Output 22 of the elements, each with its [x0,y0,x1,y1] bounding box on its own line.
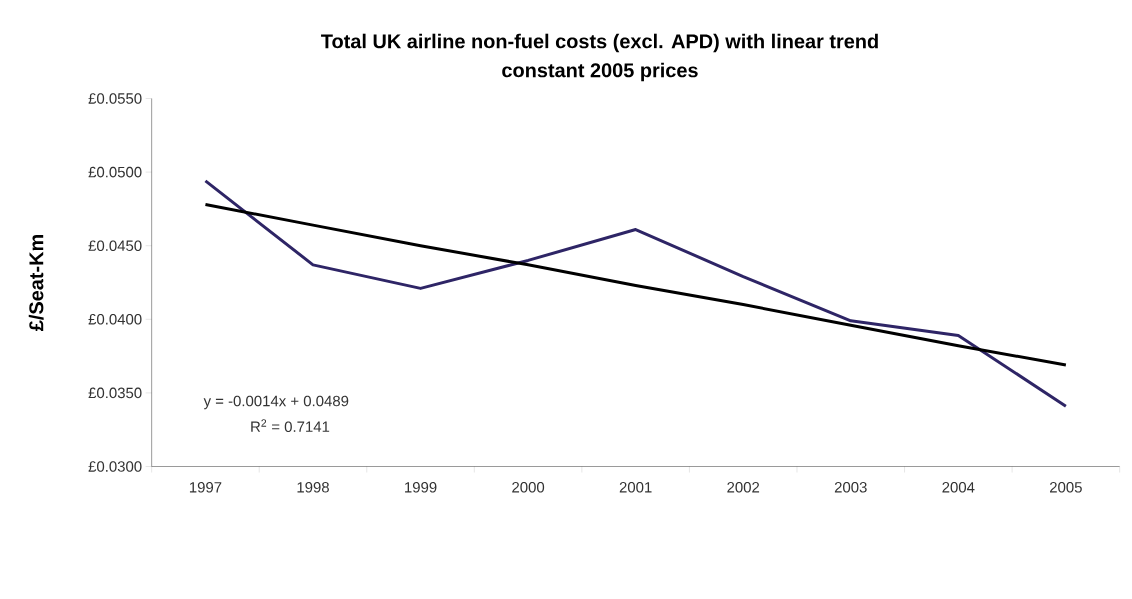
chart-title: Total UK airline non-fuel costs (excl. APD) with linear trend [321,33,878,53]
x-tick-label: 2004 [942,482,975,493]
y-tick-label: £0.0300 [88,461,142,472]
annotation: y = -0.0014x + 0.0489 [203,395,349,410]
x-tick-label: 2002 [727,482,760,493]
x-tick-label: 2000 [512,482,545,493]
y-tick-label: £0.0550 [88,93,142,104]
y-tick-label: £0.0500 [88,166,142,178]
line-series [203,179,1068,408]
x-tick-label: 1997 [189,482,222,493]
x-tick-label: 1998 [297,482,329,493]
x-tick-label: 2003 [834,482,867,493]
chart-subtitle: constant 2005 prices [502,62,698,82]
y-tick-label: £0.0400 [88,314,142,325]
x-tick-label: 1999 [405,482,437,493]
x-tick-label: 2001 [619,482,652,493]
y-axis-title: £/Seat-Km [28,235,44,332]
x-tick-label: 2005 [1050,482,1082,493]
line-series [203,202,1068,367]
annotation: R$^{2}$ = 0.7141 [251,419,330,432]
y-tick-label: £0.0450 [88,240,142,251]
y-tick-label: £0.0350 [88,387,142,399]
